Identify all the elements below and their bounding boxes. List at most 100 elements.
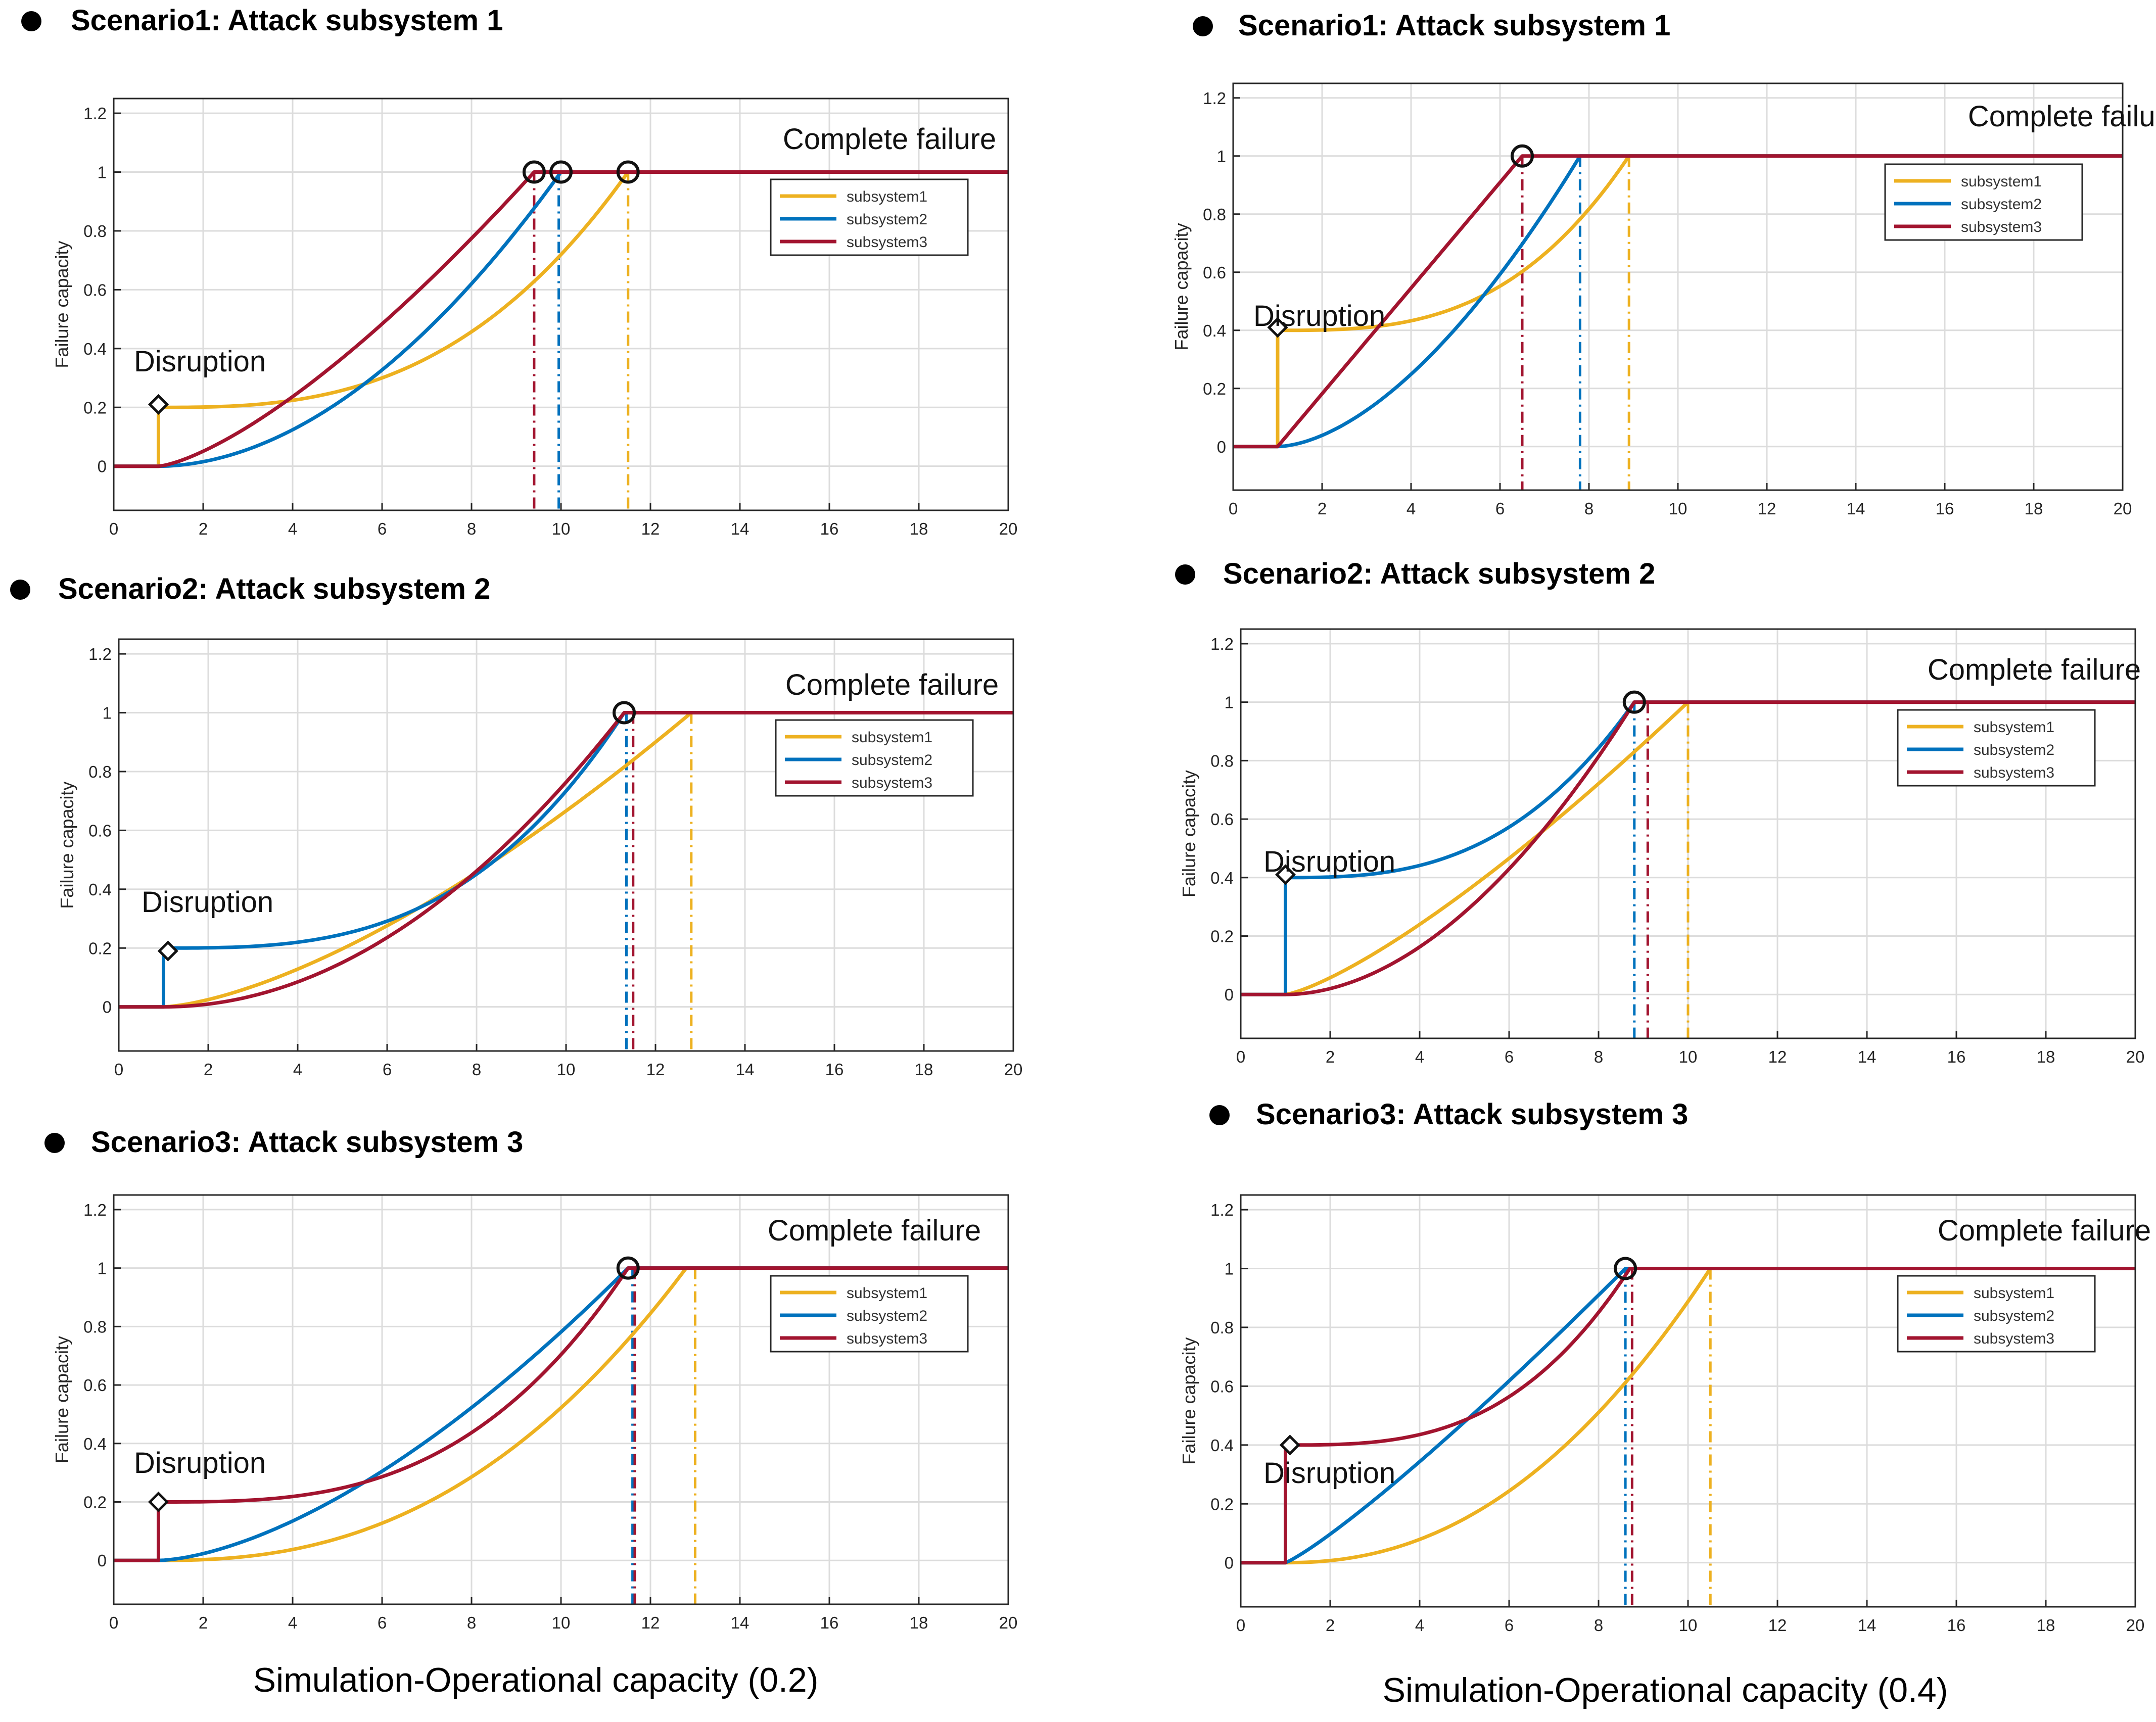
complete-failure-label: Complete failure	[1968, 100, 2156, 133]
x-tick-label: 10	[557, 1060, 576, 1079]
x-tick-label: 2	[1326, 1047, 1335, 1066]
x-tick-label: 14	[1858, 1047, 1877, 1066]
disruption-marker-icon	[1275, 864, 1296, 885]
x-tick-label: 16	[1936, 499, 1954, 518]
y-tick-label: 1.2	[83, 104, 107, 123]
x-tick-label: 2	[1326, 1616, 1335, 1635]
series-line-subsystem2	[114, 1266, 1008, 1562]
legend-label-subsystem3: subsystem3	[1974, 1330, 2054, 1347]
x-tick-label: 14	[1847, 499, 1865, 518]
series-line-subsystem2	[114, 170, 1008, 468]
series-line-subsystem3	[1233, 154, 2123, 449]
x-tick-label: 8	[1584, 499, 1593, 518]
y-tick-label: 0.2	[83, 398, 107, 417]
disruption-marker-icon	[157, 940, 178, 962]
x-tick-label: 18	[2037, 1616, 2055, 1635]
y-tick-label: 0.6	[1210, 810, 1234, 829]
legend-label-subsystem3: subsystem3	[1974, 764, 2054, 781]
y-tick-label: 0	[98, 1551, 107, 1570]
title-bullet-icon	[1193, 16, 1213, 36]
x-tick-label: 12	[641, 1613, 660, 1632]
complete-failure-marker-icon	[616, 160, 640, 184]
y-tick-label: 0	[1225, 1554, 1234, 1572]
complete-failure-label: Complete failure	[785, 668, 999, 701]
disruption-label: Disruption	[1253, 300, 1385, 332]
disruption-marker-icon	[148, 394, 169, 415]
x-tick-label: 6	[1505, 1047, 1514, 1066]
y-tick-label: 0.6	[83, 1376, 107, 1395]
series-line-subsystem1	[114, 170, 1008, 468]
legend-label-subsystem1: subsystem1	[1974, 1285, 2054, 1302]
complete-failure-marker-icon	[1622, 690, 1646, 714]
title-bullet-icon	[10, 580, 30, 600]
legend-label-subsystem1: subsystem1	[1974, 719, 2054, 736]
disruption-marker-icon	[1279, 1434, 1300, 1456]
x-tick-label: 16	[820, 1613, 839, 1632]
x-tick-label: 20	[1004, 1060, 1023, 1079]
axes-frame	[113, 98, 1009, 511]
legend-label-subsystem2: subsystem2	[1974, 1308, 2054, 1324]
disruption-label: Disruption	[1263, 1457, 1395, 1490]
axes-frame	[1240, 628, 2136, 1039]
y-tick-label: 0.8	[83, 222, 107, 241]
x-tick-label: 20	[2126, 1047, 2145, 1066]
y-tick-label: 1	[1225, 693, 1234, 712]
y-tick-label: 0.6	[83, 280, 107, 299]
y-axis-label: Failure capacity	[52, 241, 72, 368]
y-tick-label: 0	[1217, 438, 1226, 456]
x-tick-label: 2	[204, 1060, 213, 1079]
legend-label-subsystem2: subsystem2	[847, 1308, 927, 1324]
y-tick-label: 0.8	[1210, 751, 1234, 770]
panel-title: Scenario2: Attack subsystem 2	[58, 572, 490, 605]
series-line-subsystem1	[1233, 154, 2123, 449]
complete-failure-marker-icon	[1511, 144, 1534, 168]
x-tick-label: 12	[641, 519, 660, 538]
disruption-label: Disruption	[134, 345, 266, 378]
complete-failure-marker-icon	[549, 160, 573, 184]
series-line-subsystem3	[119, 711, 1013, 1009]
panel-title: Scenario3: Attack subsystem 3	[91, 1126, 523, 1159]
series-line-subsystem3	[114, 1266, 1008, 1562]
x-tick-label: 2	[199, 519, 208, 538]
legend-label-subsystem3: subsystem3	[852, 775, 932, 791]
y-axis-label: Failure capacity	[1179, 1337, 1199, 1464]
x-tick-label: 12	[646, 1060, 665, 1079]
x-tick-label: 16	[825, 1060, 844, 1079]
series-line-subsystem3	[1241, 1267, 2135, 1565]
legend-label-subsystem1: subsystem1	[1961, 173, 2042, 190]
x-tick-label: 6	[1505, 1616, 1514, 1635]
series-line-subsystem2	[1233, 154, 2123, 449]
y-tick-label: 1	[1217, 147, 1226, 166]
chart-panel-1: Scenario1: Attack subsystem 10 2 4 6 8 10 12 14…	[21, 4, 1017, 538]
y-tick-label: 0.2	[88, 939, 112, 958]
x-tick-label: 12	[1758, 499, 1776, 518]
x-tick-label: 6	[383, 1060, 392, 1079]
panel-title: Scenario2: Attack subsystem 2	[1223, 557, 1655, 590]
chart-panel-3: Scenario2: Attack subsystem 20 2 4 6 8 10 12 14…	[10, 572, 1022, 1079]
y-tick-label: 1	[103, 704, 112, 723]
y-tick-label: 0.4	[1210, 869, 1234, 887]
complete-failure-label: Complete failure	[768, 1214, 981, 1247]
y-axis-label: Failure capacity	[1171, 223, 1192, 350]
series-line-subsystem3	[114, 170, 1008, 468]
x-tick-label: 10	[1669, 499, 1688, 518]
legend-label-subsystem1: subsystem1	[847, 188, 927, 205]
y-tick-label: 0	[103, 998, 112, 1017]
complete-failure-label: Complete failure	[783, 123, 996, 156]
x-tick-label: 6	[1495, 499, 1505, 518]
x-tick-label: 4	[288, 1613, 297, 1632]
y-axis-label: Failure capacity	[57, 781, 77, 908]
y-tick-label: 0.2	[1210, 1495, 1234, 1513]
y-tick-label: 0.2	[1203, 379, 1226, 398]
footer-right-caption: Simulation-Operational capacity (0.4)	[1383, 1671, 1948, 1709]
chart-panel-6: Scenario3: Attack subsystem 30 2 4 6 8 10 12 14…	[1179, 1098, 2151, 1635]
y-tick-label: 1	[1225, 1260, 1234, 1278]
y-tick-label: 0.4	[83, 340, 107, 358]
x-tick-label: 14	[736, 1060, 755, 1079]
x-tick-label: 4	[1415, 1616, 1424, 1635]
y-tick-label: 0	[1225, 985, 1234, 1004]
x-tick-label: 0	[109, 519, 118, 538]
y-tick-label: 0.4	[1203, 321, 1226, 340]
x-tick-label: 14	[731, 519, 749, 538]
x-tick-label: 10	[1679, 1616, 1698, 1635]
